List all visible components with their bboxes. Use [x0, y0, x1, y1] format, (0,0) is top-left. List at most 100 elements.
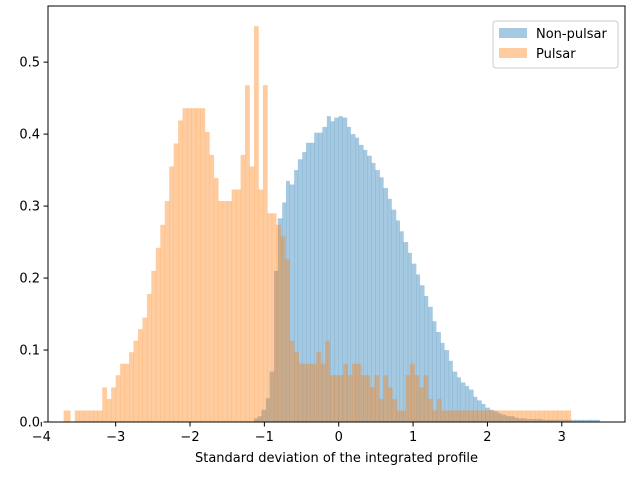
histogram-bar: [129, 352, 134, 422]
histogram-bar: [88, 410, 94, 422]
histogram-bar: [436, 398, 442, 422]
histogram-bar: [155, 247, 161, 422]
histogram-bar: [257, 416, 262, 422]
histogram-bar: [550, 419, 556, 422]
histogram-bar: [245, 85, 250, 423]
histogram-bar: [124, 363, 130, 422]
histogram-bar: [514, 417, 519, 422]
histogram-bar: [522, 418, 527, 422]
histogram-bar: [567, 419, 572, 422]
histogram-bar: [579, 419, 584, 422]
histogram-bar: [346, 126, 351, 422]
histogram-bar: [383, 188, 389, 422]
histogram-bar: [512, 410, 518, 422]
histogram-bar: [265, 398, 270, 422]
histogram-bar: [240, 154, 246, 423]
y-axis-ticks: 0.0 0.1 0.2 0.3 0.4 0.5: [19, 56, 48, 431]
histogram-bar: [276, 224, 282, 422]
histogram-bar: [106, 398, 112, 422]
histogram-bar: [326, 116, 331, 423]
histogram-bar: [204, 131, 210, 422]
histogram-bar: [463, 410, 469, 422]
histogram-bar: [63, 410, 71, 422]
histogram-bar: [503, 410, 509, 422]
histogram-bar: [494, 410, 500, 422]
histogram-bar: [535, 410, 540, 422]
histogram-bar: [432, 321, 437, 422]
histogram-bar: [320, 363, 326, 422]
histogram-bar: [557, 410, 563, 422]
histogram-bar: [395, 220, 400, 422]
histogram-bar: [526, 410, 531, 422]
histogram-bar: [282, 202, 287, 422]
histogram-bar: [314, 132, 319, 423]
histogram-bar: [271, 213, 277, 422]
histogram-bar: [231, 189, 237, 422]
histogram-bar: [209, 154, 215, 423]
histogram-bar: [427, 398, 433, 422]
histogram-bar: [485, 407, 490, 422]
x-tick-label: −2: [180, 430, 199, 445]
histogram-bar: [347, 375, 353, 422]
histogram-bar: [93, 410, 99, 422]
histogram-bar: [111, 387, 116, 422]
histogram-bar: [530, 410, 536, 422]
histogram-bar: [454, 410, 460, 422]
histogram-bar: [142, 317, 148, 422]
x-tick-label: 0: [335, 430, 343, 445]
histogram-bar: [311, 363, 317, 422]
histogram-bar: [146, 293, 152, 422]
histogram-bar: [269, 371, 275, 422]
histogram-bar: [187, 108, 192, 422]
histogram-bar: [322, 126, 328, 422]
histogram-bar: [477, 410, 482, 422]
y-tick-label: 0.3: [19, 200, 40, 215]
histogram-bar: [227, 201, 232, 422]
histogram-bar: [249, 166, 255, 422]
histogram-bar: [297, 159, 303, 423]
histogram-bar: [115, 375, 121, 422]
histogram-bar: [374, 375, 380, 422]
histogram-bar: [539, 410, 545, 422]
histogram-bar: [303, 363, 308, 422]
histogram-bar: [200, 108, 206, 422]
histogram-bar: [262, 85, 268, 423]
histogram-bar: [538, 419, 543, 422]
histogram-bar: [543, 410, 549, 422]
histogram-bar: [423, 375, 429, 422]
histogram-bar: [302, 152, 307, 422]
histogram-bar: [497, 413, 502, 422]
series-non-pulsar: [253, 116, 601, 423]
histogram-bar: [587, 419, 592, 422]
histogram-bar: [546, 419, 551, 422]
histogram-bar: [501, 414, 507, 422]
x-tick-label: −3: [106, 430, 125, 445]
x-tick-label: −4: [32, 430, 51, 445]
y-tick-label: 0.0: [19, 416, 40, 431]
histogram-bar: [378, 398, 384, 422]
histogram-bar: [218, 201, 224, 422]
histogram-bar: [566, 410, 572, 422]
histogram-bar: [460, 382, 466, 422]
histogram-bar: [481, 410, 487, 422]
histogram-bar: [477, 400, 482, 422]
histogram-bar: [334, 375, 340, 422]
histogram-bar: [277, 218, 283, 422]
legend-box: [492, 20, 619, 69]
histogram-bar: [571, 419, 576, 422]
histogram-bar: [555, 419, 560, 422]
histogram-bar: [468, 410, 473, 422]
histogram-bar: [517, 418, 523, 422]
y-tick-label: 0.1: [19, 344, 40, 359]
histogram-bar: [509, 416, 515, 422]
histogram-bar: [133, 340, 139, 422]
histogram-bar: [222, 201, 228, 422]
histogram-bar: [485, 410, 491, 422]
x-tick-label: 3: [558, 430, 566, 445]
legend-swatch-non-pulsar: [499, 28, 527, 38]
histogram-bar: [173, 143, 179, 422]
histogram-bar: [552, 410, 558, 422]
histogram-bar: [403, 242, 409, 422]
histogram-bar: [530, 419, 535, 422]
